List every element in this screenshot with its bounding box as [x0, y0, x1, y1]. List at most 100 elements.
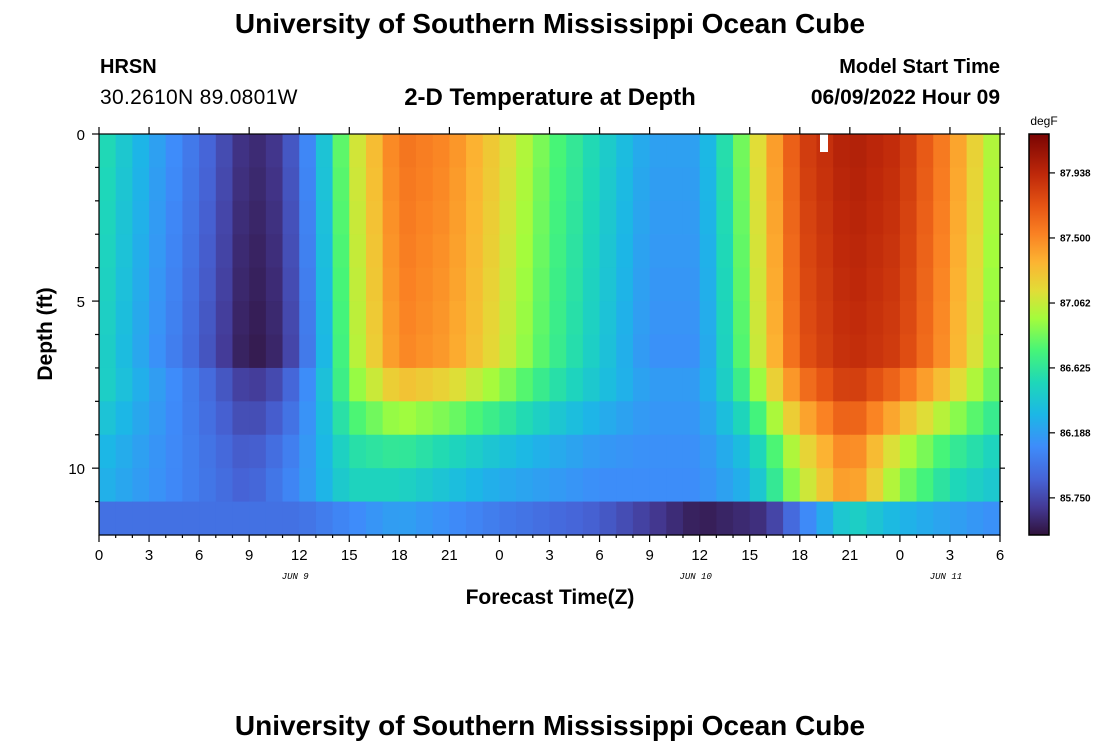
heatmap-cell	[282, 434, 300, 469]
heatmap-cell	[516, 301, 534, 336]
heatmap-cell	[983, 501, 1001, 536]
heatmap-cell	[682, 367, 701, 402]
heatmap-cell	[232, 234, 250, 269]
missing-data-marker	[820, 134, 828, 152]
heatmap-cell	[332, 167, 350, 202]
heatmap-cell	[916, 367, 934, 402]
heatmap-cell	[416, 401, 434, 436]
heatmap-cell	[733, 267, 751, 302]
heatmap-cell	[199, 367, 217, 402]
heatmap-cell	[549, 468, 567, 503]
heatmap-cell	[716, 267, 734, 302]
heatmap-cell	[215, 234, 234, 269]
heatmap-cell	[182, 334, 200, 369]
heatmap-cell	[916, 434, 934, 469]
heatmap-cell	[149, 401, 167, 436]
heatmap-cell	[816, 234, 834, 269]
heatmap-cell	[349, 434, 367, 469]
heatmap-cell	[933, 234, 951, 269]
heatmap-cell	[265, 401, 284, 436]
heatmap-cell	[99, 334, 117, 369]
heatmap-cell	[716, 167, 734, 202]
heatmap-cell	[532, 468, 551, 503]
heatmap-cell	[849, 401, 868, 436]
heatmap-cell	[883, 267, 901, 302]
heatmap-cell	[816, 401, 834, 436]
heatmap-cell	[482, 234, 501, 269]
heatmap-cell	[549, 367, 567, 402]
heatmap-cell	[115, 267, 133, 302]
x-tick-label: 12	[291, 547, 308, 564]
heatmap-cell	[616, 134, 634, 169]
heatmap-cell	[749, 134, 768, 169]
heatmap-cell	[365, 134, 384, 169]
heatmap-cell	[733, 301, 751, 336]
heatmap-cell	[899, 167, 918, 202]
heatmap-cell	[365, 367, 384, 402]
heatmap-cell	[682, 134, 701, 169]
heatmap-cell	[549, 167, 567, 202]
heatmap-cell	[232, 267, 250, 302]
heatmap-cell	[132, 334, 150, 369]
heatmap-cell	[232, 200, 250, 235]
heatmap-cell	[399, 234, 417, 269]
x-tick-label: 6	[195, 547, 203, 564]
heatmap-cell	[966, 434, 984, 469]
x-tick-label: 21	[841, 547, 858, 564]
heatmap-cell	[499, 468, 517, 503]
heatmap-cell	[282, 234, 300, 269]
heatmap-cell	[432, 167, 450, 202]
heatmap-cell	[783, 501, 801, 536]
heatmap-cell	[933, 434, 951, 469]
heatmap-cell	[265, 334, 284, 369]
heatmap-cell	[299, 367, 317, 402]
heatmap-cell	[315, 267, 334, 302]
heatmap-cell	[749, 301, 768, 336]
heatmap-cell	[249, 501, 267, 536]
heatmap-cell	[232, 434, 250, 469]
heatmap-cell	[899, 468, 918, 503]
heatmap-cell	[132, 401, 150, 436]
heatmap-cell	[833, 367, 851, 402]
heatmap-cell	[365, 334, 384, 369]
date-label: JUN 9	[282, 572, 310, 582]
heatmap-cell	[399, 167, 417, 202]
heatmap-cell	[866, 301, 884, 336]
heatmap-cell	[632, 434, 651, 469]
heatmap-cell	[582, 468, 601, 503]
heatmap-cell	[883, 200, 901, 235]
heatmap-cell	[99, 401, 117, 436]
heatmap-cell	[899, 267, 918, 302]
heatmap-cell	[449, 301, 467, 336]
heatmap-cell	[649, 434, 667, 469]
heatmap-cell	[599, 234, 617, 269]
heatmap-cell	[365, 301, 384, 336]
heatmap-cell	[632, 200, 651, 235]
heatmap-cell	[649, 468, 667, 503]
heatmap-cell	[432, 367, 450, 402]
heatmap-cell	[115, 234, 133, 269]
colorbar-tick-label: 87.062	[1060, 299, 1091, 310]
heatmap-cell	[949, 367, 968, 402]
heatmap-cell	[649, 200, 667, 235]
heatmap-cell	[365, 200, 384, 235]
heatmap-cell	[799, 401, 818, 436]
heatmap-cell	[399, 200, 417, 235]
heatmap-cell	[249, 200, 267, 235]
heatmap-cell	[199, 401, 217, 436]
heatmap-cell	[649, 401, 667, 436]
heatmap-cell	[115, 434, 133, 469]
heatmap-cell	[382, 501, 400, 536]
heatmap-cell	[165, 434, 184, 469]
heatmap-cell	[399, 334, 417, 369]
heatmap-cell	[899, 234, 918, 269]
heatmap-cell	[115, 501, 133, 536]
heatmap-cell	[966, 267, 984, 302]
y-tick-label: 10	[68, 461, 85, 478]
heatmap-cell	[516, 134, 534, 169]
heatmap-cell	[616, 301, 634, 336]
heatmap-cell	[199, 434, 217, 469]
heatmap-cell	[382, 234, 400, 269]
heatmap-cell	[265, 134, 284, 169]
heatmap-cell	[816, 301, 834, 336]
